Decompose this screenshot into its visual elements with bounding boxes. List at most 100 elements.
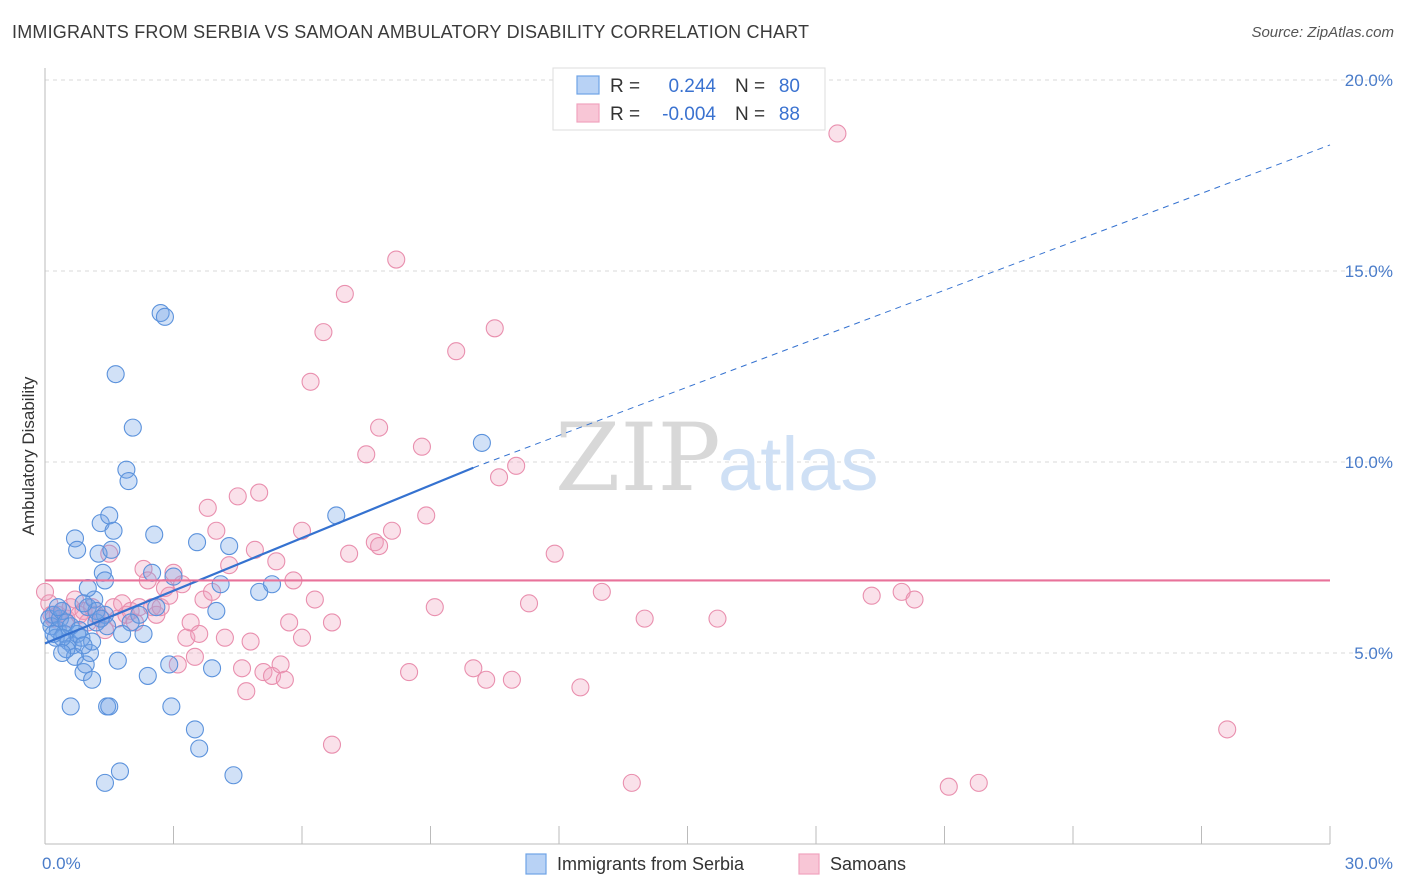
serbia-point	[83, 670, 102, 689]
samoans-point	[447, 342, 466, 361]
samoans-point	[275, 670, 294, 689]
stats-swatch-blue	[576, 75, 600, 95]
serbia-point	[78, 579, 97, 598]
serbia-point	[190, 739, 209, 758]
samoans-point	[241, 632, 260, 651]
serbia-point	[76, 655, 95, 674]
serbia-point	[160, 655, 179, 674]
serbia-point	[100, 697, 119, 716]
serbia-point	[143, 563, 162, 582]
watermark: ZIP atlas	[555, 404, 879, 513]
samoans-point	[571, 678, 590, 697]
samoans-point	[292, 521, 312, 540]
y-tick-label: 15.0%	[1345, 262, 1393, 281]
samoans-point	[939, 777, 958, 796]
samoans-point	[464, 659, 483, 678]
samoans-point	[969, 773, 988, 792]
samoans-point	[382, 521, 402, 540]
serbia-point	[106, 365, 125, 384]
serbia-point	[188, 533, 207, 552]
serbia-point	[185, 720, 204, 739]
chart-title: IMMIGRANTS FROM SERBIA VS SAMOAN AMBULAT…	[12, 22, 810, 42]
x-tick-label-max: 30.0%	[1345, 854, 1393, 873]
samoans-point	[370, 418, 389, 437]
samoans-point	[292, 628, 312, 647]
serbia-point	[123, 418, 142, 437]
samoans-point	[305, 590, 324, 609]
legend-label-serbia: Immigrants from Serbia	[557, 854, 745, 874]
samoans-point	[314, 323, 333, 342]
samoans-point	[412, 437, 431, 456]
serbia-point	[155, 307, 174, 326]
serbia-point	[119, 472, 138, 491]
samoans-point	[185, 647, 204, 666]
samoans-point	[228, 487, 247, 506]
serbia-trend-line	[44, 466, 474, 645]
grid-lines	[45, 79, 1390, 654]
samoans-point	[485, 319, 504, 338]
samoans-point	[190, 624, 209, 643]
serbia-point	[203, 659, 222, 678]
serbia-point	[100, 506, 119, 525]
serbia-point	[211, 575, 230, 594]
samoans-point	[370, 536, 389, 556]
legend-label-samoans: Samoans	[830, 854, 906, 874]
serbia-trend-extension	[473, 144, 1331, 469]
samoans-point	[35, 582, 55, 601]
x-tick-label-min: 0.0%	[42, 854, 81, 873]
samoans-point	[301, 372, 320, 391]
samoans-point	[489, 468, 509, 487]
serbia-point	[162, 697, 181, 716]
serbia-point	[48, 598, 67, 617]
serbia-point	[145, 525, 164, 544]
serbia-point	[207, 601, 226, 621]
samoans-point	[622, 773, 641, 792]
samoans-point	[708, 609, 727, 628]
samoans-point	[905, 590, 924, 609]
serbia-point	[220, 536, 239, 556]
serbia-point	[117, 460, 136, 479]
samoans-point	[280, 613, 299, 632]
stats-r-value-2: -0.004	[662, 104, 716, 125]
y-tick-labels: 5.0% 10.0% 15.0% 20.0%	[1345, 71, 1393, 663]
samoans-point	[425, 598, 444, 617]
samoans-point	[271, 655, 290, 674]
watermark-atlas: atlas	[718, 422, 879, 507]
y-tick-label: 20.0%	[1345, 71, 1393, 90]
samoans-point	[134, 559, 153, 579]
samoans-point	[507, 456, 526, 475]
legend-swatch-serbia	[525, 853, 547, 875]
y-tick-label: 5.0%	[1354, 644, 1393, 663]
x-tick-labels: 0.0% 30.0%	[42, 854, 1393, 873]
stats-n-value-1: 80	[779, 76, 800, 97]
serbia-point	[472, 433, 491, 452]
serbia-point	[65, 529, 85, 548]
serbia-point	[74, 636, 93, 655]
serbia-point	[110, 762, 130, 781]
samoans-point	[322, 735, 342, 754]
samoans-point	[592, 582, 611, 601]
samoans-point	[335, 284, 354, 303]
serbia-point	[85, 590, 104, 609]
samoans-point	[340, 544, 359, 563]
samoans-point	[207, 521, 226, 540]
trend-lines	[44, 144, 1331, 645]
y-axis-title: Ambulatory Disability	[19, 376, 38, 535]
samoans-points	[35, 124, 1237, 796]
samoans-point	[254, 663, 273, 682]
samoans-point	[862, 586, 881, 605]
samoans-point	[237, 682, 256, 701]
serbia-point	[68, 540, 87, 559]
samoans-point	[357, 445, 376, 464]
stats-n-label-2: N =	[735, 104, 765, 125]
stats-r-value-1: 0.244	[668, 76, 716, 97]
stats-r-label-2: R =	[610, 104, 640, 125]
serbia-point	[53, 643, 72, 663]
serbia-point	[74, 594, 93, 613]
serbia-point	[134, 624, 153, 643]
serbia-point	[164, 567, 183, 586]
stats-box: R = 0.244 N = 80 R = -0.004 N = 88	[552, 67, 826, 131]
legend: Immigrants from Serbia Samoans	[525, 853, 906, 875]
serbia-point	[113, 624, 132, 643]
serbia-point	[108, 651, 127, 670]
